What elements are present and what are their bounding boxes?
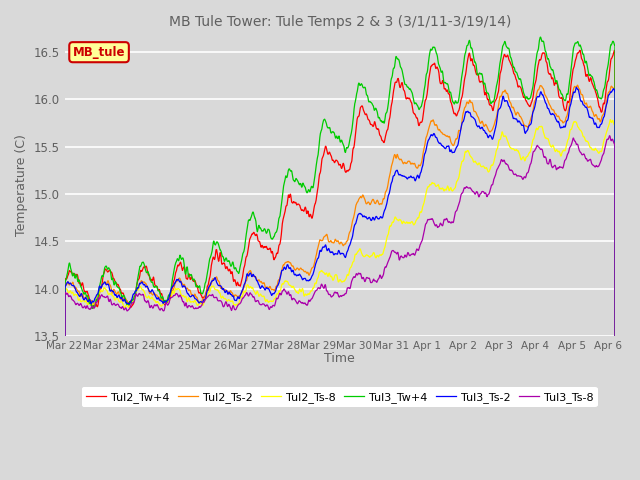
Tul3_Ts-8: [362, 276, 370, 282]
Tul3_Ts-2: [611, 471, 619, 477]
Tul3_Tw+4: [572, 40, 580, 46]
Tul3_Ts-8: [387, 252, 394, 258]
Tul2_Tw+4: [572, 56, 580, 62]
Line: Tul3_Ts-2: Tul3_Ts-2: [65, 87, 615, 480]
Line: Tul2_Tw+4: Tul2_Tw+4: [65, 50, 615, 480]
Tul3_Ts-2: [301, 276, 309, 281]
Legend: Tul2_Tw+4, Tul2_Ts-2, Tul2_Ts-8, Tul3_Tw+4, Tul3_Ts-2, Tul3_Ts-8: Tul2_Tw+4, Tul2_Ts-2, Tul2_Ts-8, Tul3_Tw…: [82, 387, 598, 407]
Tul2_Tw+4: [387, 108, 394, 114]
Tul2_Ts-2: [362, 200, 370, 206]
Text: MB_tule: MB_tule: [73, 46, 125, 59]
Tul2_Ts-8: [301, 292, 309, 298]
Tul3_Tw+4: [362, 89, 370, 95]
X-axis label: Time: Time: [324, 352, 355, 365]
Tul3_Tw+4: [601, 83, 609, 89]
Tul2_Ts-2: [601, 108, 609, 113]
Tul2_Tw+4: [168, 286, 176, 292]
Tul3_Ts-2: [601, 111, 609, 117]
Tul3_Tw+4: [168, 279, 176, 285]
Tul3_Ts-2: [573, 84, 580, 90]
Tul3_Ts-2: [362, 214, 370, 219]
Title: MB Tule Tower: Tule Temps 2 & 3 (3/1/11-3/19/14): MB Tule Tower: Tule Temps 2 & 3 (3/1/11-…: [169, 15, 511, 29]
Tul3_Ts-2: [168, 284, 176, 290]
Tul2_Ts-2: [611, 467, 619, 473]
Tul2_Tw+4: [301, 205, 309, 211]
Tul3_Ts-2: [387, 183, 394, 189]
Tul2_Tw+4: [611, 440, 619, 445]
Tul3_Ts-8: [301, 300, 309, 306]
Tul2_Ts-2: [573, 83, 581, 88]
Tul2_Tw+4: [362, 111, 370, 117]
Tul2_Ts-8: [168, 291, 176, 297]
Tul2_Ts-8: [607, 117, 614, 122]
Line: Tul3_Tw+4: Tul3_Tw+4: [65, 37, 615, 480]
Line: Tul3_Ts-8: Tul3_Ts-8: [65, 136, 615, 480]
Tul3_Tw+4: [301, 184, 309, 190]
Tul2_Ts-2: [572, 84, 580, 90]
Tul3_Ts-8: [606, 133, 614, 139]
Y-axis label: Temperature (C): Temperature (C): [15, 133, 28, 236]
Tul2_Ts-8: [362, 252, 370, 258]
Tul2_Tw+4: [601, 98, 609, 104]
Tul3_Tw+4: [611, 434, 619, 440]
Tul3_Ts-2: [572, 85, 580, 91]
Tul2_Ts-2: [387, 168, 394, 174]
Tul2_Ts-8: [601, 136, 609, 142]
Line: Tul2_Ts-2: Tul2_Ts-2: [65, 85, 615, 480]
Tul2_Ts-8: [387, 223, 394, 229]
Tul2_Tw+4: [576, 48, 584, 53]
Tul3_Ts-8: [572, 140, 580, 146]
Tul3_Ts-8: [168, 294, 176, 300]
Tul3_Tw+4: [536, 34, 544, 40]
Tul3_Ts-8: [601, 146, 609, 152]
Tul2_Ts-2: [301, 269, 309, 275]
Tul2_Ts-2: [168, 288, 176, 294]
Tul2_Ts-8: [572, 119, 580, 125]
Line: Tul2_Ts-8: Tul2_Ts-8: [65, 120, 615, 480]
Tul3_Tw+4: [387, 81, 394, 86]
